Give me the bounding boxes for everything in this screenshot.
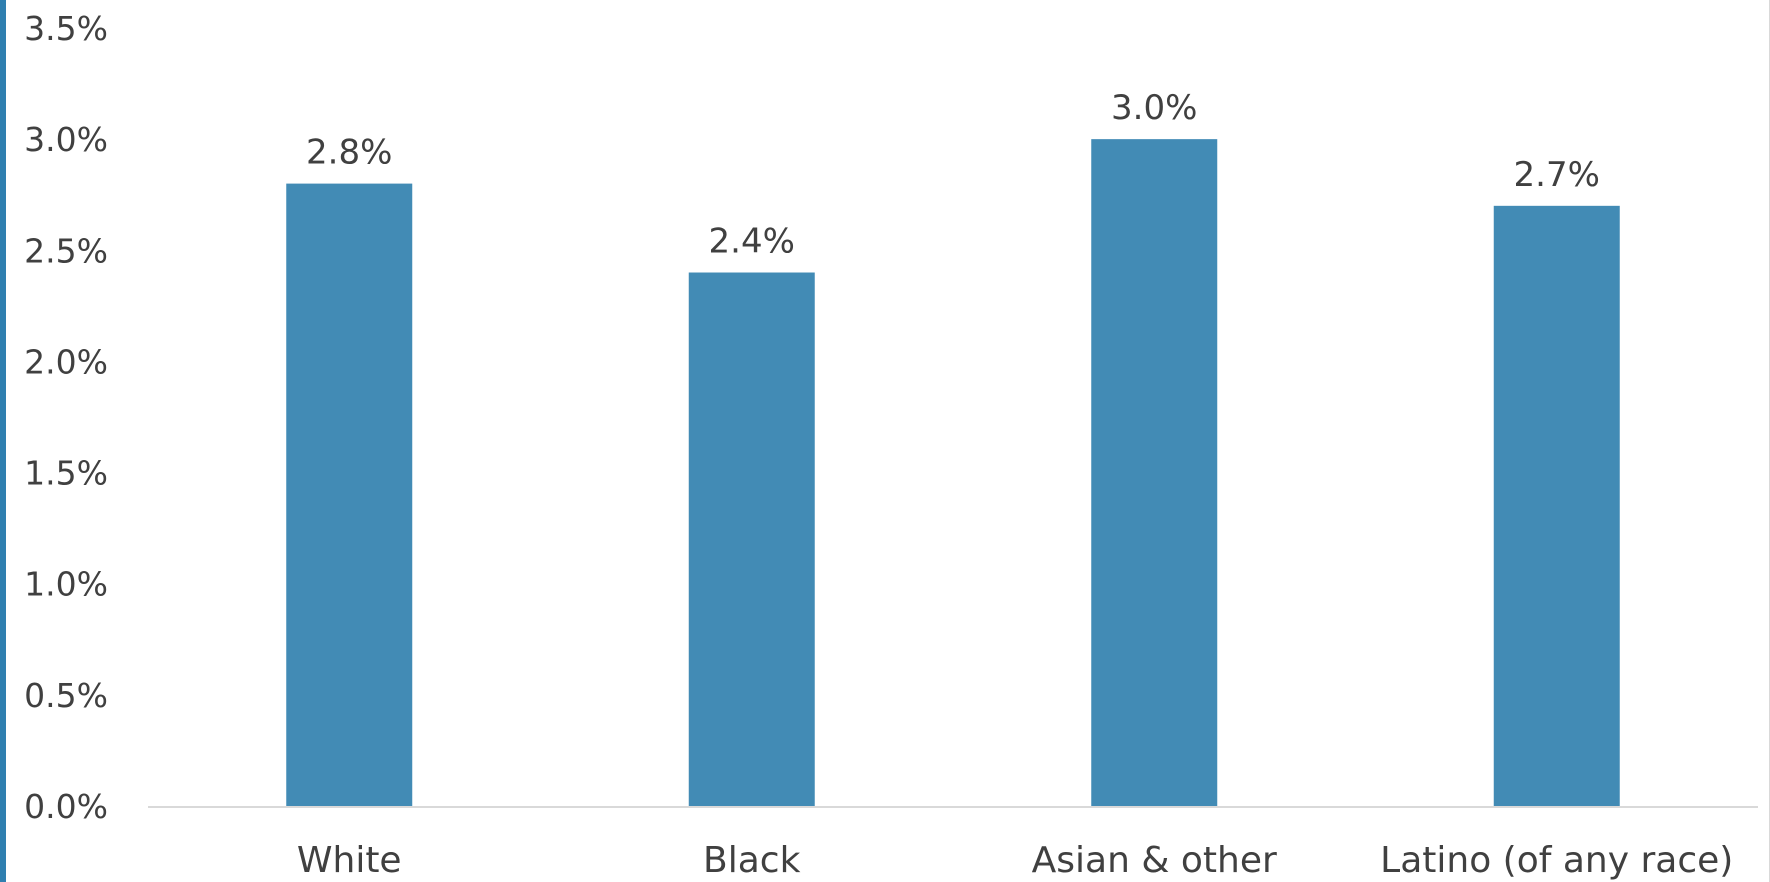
category-label: Asian & other [1032, 840, 1277, 881]
bar-value-label: 2.7% [1514, 155, 1600, 195]
category-labels: White Black Asian & other Latino (of any ra… [297, 840, 1733, 881]
y-axis-ticks: 0.0% 0.5% 1.0% 1.5% 2.0% 2.5% 3.0% 3.5% [24, 9, 108, 826]
bar [688, 272, 815, 806]
y-tick-label: 0.5% [24, 676, 108, 715]
y-tick-label: 2.0% [24, 342, 108, 381]
left-accent-border [0, 0, 6, 882]
y-tick-label: 3.5% [24, 9, 108, 48]
y-tick-label: 1.0% [24, 565, 108, 604]
bar-value-label: 3.0% [1111, 88, 1197, 128]
bar-value-label: 2.8% [306, 133, 392, 173]
category-label: Black [703, 840, 801, 881]
bars [286, 139, 1620, 807]
category-label: Latino (of any race) [1380, 840, 1733, 881]
bar [1091, 139, 1218, 807]
y-tick-label: 3.0% [24, 120, 108, 159]
y-tick-label: 0.0% [24, 787, 108, 826]
bar-value-label: 2.4% [709, 222, 795, 262]
data-labels: 2.8% 2.4% 3.0% 2.7% [306, 88, 1600, 261]
y-tick-label: 1.5% [24, 454, 108, 493]
bar [286, 183, 413, 807]
bar [1493, 205, 1620, 807]
y-tick-label: 2.5% [24, 231, 108, 270]
category-label: White [297, 840, 402, 881]
